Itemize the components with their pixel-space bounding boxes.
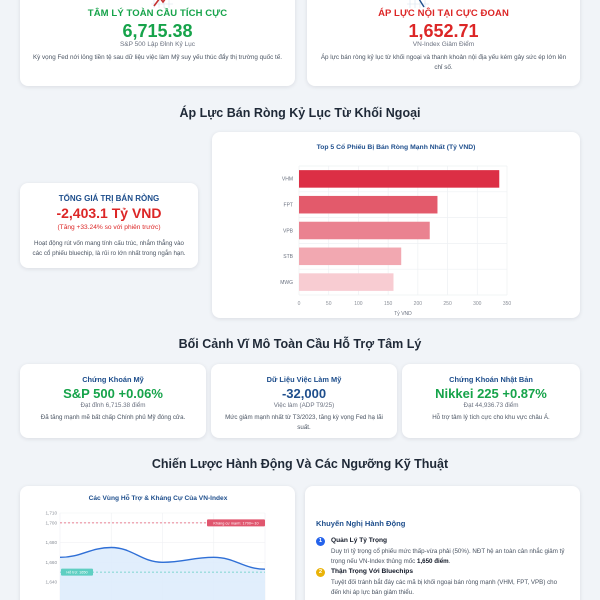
recommendation-body-text: Tuyệt đối tránh bắt đáy các mã bị khối n… [331,579,558,596]
section-title-net-selling: Áp Lực Bán Ròng Kỷ Lục Từ Khối Ngoại [179,106,421,120]
macro-value: S&P 500 +0.06% [63,386,163,401]
x-tick-label: 250 [443,301,452,307]
net-selling-change: (Tăng +33.24% so với phiên trước) [57,224,161,231]
resistance-label: Kháng cự mạnh: 1700+-10 [213,521,258,525]
global-sentiment-description: Kỳ vọng Fed nới lỏng tiền tệ sau dữ liệu… [32,54,283,61]
macro-heading: Chứng Khoán Nhật Bản [449,375,533,384]
y-tick-label: VHM [282,177,293,183]
y-tick-label: MWG [280,280,293,286]
recommendation-body-text: Duy trì tỷ trọng cổ phiếu mức thấp-vừa p… [331,548,565,565]
resistance-label-box [207,519,265,527]
support-label: Hỗ trợ: 1650 [66,570,87,575]
recommendation-title: Thận Trọng Với Bluechips [331,568,413,575]
y-tick-label: 1,700 [46,520,58,525]
x-axis-label: Tỷ VND [394,310,412,317]
y-tick-label: 1,640 [46,580,58,585]
x-tick-label: 50 [326,301,332,307]
bar-mwg [299,273,394,291]
vnindex-support-resistance-chart: Các Vùng Hỗ Trợ & Kháng Cự Của VN-Index 1… [46,493,266,600]
y-tick-label: VPB [283,228,294,234]
net-selling-summary-card: TỔNG GIÁ TRỊ BÁN RÒNG -2,403.1 Tỷ VND (T… [20,183,198,268]
macro-subtitle: Việc làm (ADP T9/25) [273,402,335,409]
local-pressure-card: ÁP LỰC NỘI TẠI CỰC ĐOAN 1,652.71 VN-Inde… [307,0,580,86]
macro-description: Hỗ trợ tâm lý tích cực cho khu vực châu … [432,414,550,421]
macro-heading: Chứng Khoán Mỹ [82,375,144,384]
local-pressure-heading: ÁP LỰC NỘI TẠI CỰC ĐOAN [378,8,509,19]
macro-description: Mức giảm mạnh nhất từ T3/2023, tăng kỳ v… [225,414,383,431]
top-net-sold-chart-card: Top 5 Cổ Phiếu Bị Bán Ròng Mạnh Nhất (Tỷ… [212,132,580,318]
net-selling-value: -2,403.1 Tỷ VND [56,205,162,221]
bar-vpb [299,221,430,240]
x-tick-label: 150 [384,301,393,307]
trend-down-chart-icon [407,0,429,8]
x-tick-label: 0 [298,301,301,307]
support-resistance-chart-card: Các Vùng Hỗ Trợ & Kháng Cự Của VN-Index 1… [20,486,295,600]
x-tick-label: 300 [473,301,482,307]
sp500-subtitle: S&P 500 Lập Đỉnh Kỷ Lục [119,41,196,48]
macro-card-us-stocks: Chứng Khoán Mỹ S&P 500 +0.06% Đạt đỉnh 6… [20,364,206,438]
x-tick-label: 100 [354,301,363,307]
global-sentiment-card: TÂM LÝ TOÀN CẦU TÍCH CỰC 6,715.38 S&P 50… [20,0,295,86]
chart-title: Top 5 Cổ Phiếu Bị Bán Ròng Mạnh Nhất (Tỷ… [317,143,476,151]
sp500-value: 6,715.38 [122,21,193,41]
step-number-badge: 2 [316,568,325,577]
net-selling-description: Hoạt động rút vốn mang tính cấu trúc, nh… [32,240,186,257]
x-tick-label: 350 [503,301,512,307]
net-selling-heading: TỔNG GIÁ TRỊ BÁN RÒNG [58,194,160,203]
macro-subtitle: Đạt đỉnh 6,715.38 điểm [80,402,146,409]
y-tick-label: 1,710 [46,511,58,516]
recommendation-body: Duy trì tỷ trọng cổ phiếu mức thấp-vừa p… [331,547,568,567]
chart-title: Các Vùng Hỗ Trợ & Kháng Cự Của VN-Index [89,493,228,502]
macro-description: Đã tăng mạnh mẽ bất chấp Chính phủ Mỹ đó… [40,414,186,421]
recommendation-body-highlight: 1,650 điểm [417,558,449,565]
trend-up-chart-icon [151,0,173,8]
global-sentiment-heading: TÂM LÝ TOÀN CẦU TÍCH CỰC [87,8,228,19]
vnindex-subtitle: VN-Index Giảm Điểm [412,41,475,48]
bar-vhm [299,170,500,188]
top-net-sold-bar-chart: Top 5 Cổ Phiếu Bị Bán Ròng Mạnh Nhất (Tỷ… [280,143,512,317]
section-title-strategy: Chiến Lược Hành Động Và Các Ngưỡng Kỹ Th… [151,457,449,471]
y-tick-label: 1,660 [46,560,58,565]
macro-value: -32,000 [281,386,327,401]
section-title-macro: Bối Cảnh Vĩ Mô Toàn Cầu Hỗ Trợ Tâm Lý [178,337,422,351]
support-label-box [61,568,93,576]
macro-card-us-jobs: Dữ Liệu Việc Làm Mỹ -32,000 Việc làm (AD… [211,364,397,438]
macro-heading: Dữ Liệu Việc Làm Mỹ [266,375,342,384]
y-tick-label: FPT [284,203,293,209]
local-pressure-description: Áp lực bán ròng kỷ lục từ khối ngoại và … [320,54,567,71]
recommendation-body-end: . [448,558,451,565]
vnindex-line [59,546,266,570]
bar-stb [299,247,402,266]
recommendation-title: Quản Lý Tỷ Trọng [331,537,388,544]
x-tick-label: 200 [414,301,423,307]
y-tick-label: 1,680 [46,540,58,545]
vnindex-value: 1,652.71 [408,21,479,41]
recommendation-body: Tuyệt đối tránh bắt đáy các mã bị khối n… [331,578,568,598]
macro-value: Nikkei 225 +0.87% [435,386,547,401]
line-area-fill [60,547,265,600]
step-number-badge: 1 [316,537,325,546]
bar-fpt [299,195,438,214]
y-tick-label: STB [283,254,293,260]
macro-subtitle: Đạt 44,936.73 điểm [463,402,519,409]
action-recommendations-card: Khuyến Nghị Hành Động 1 Quản Lý Tỷ Trọng… [305,486,580,600]
macro-card-japan-stocks: Chứng Khoán Nhật Bản Nikkei 225 +0.87% Đ… [402,364,580,438]
recommendations-title: Khuyến Nghị Hành Động [316,519,406,528]
